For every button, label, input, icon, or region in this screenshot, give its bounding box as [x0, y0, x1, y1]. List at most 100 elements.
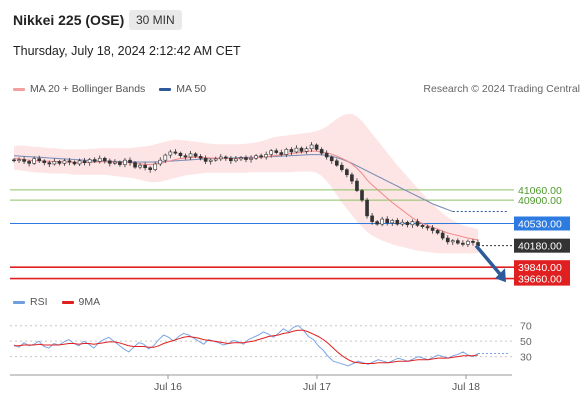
candle [229, 157, 233, 162]
legend-item-rsi: RSI [13, 296, 48, 308]
chart-header: Nikkei 225 (OSE) 30 MIN Thursday, July 1… [0, 0, 588, 70]
candle [188, 153, 193, 158]
candle [213, 158, 218, 161]
candle [385, 218, 390, 224]
candle [123, 159, 127, 165]
candle [329, 156, 334, 162]
legend-label-ma50: MA 50 [176, 83, 207, 95]
candle [128, 159, 132, 164]
candle [203, 157, 208, 162]
candle [294, 147, 299, 153]
candle [92, 159, 97, 162]
candle [102, 157, 107, 162]
candle [304, 148, 309, 152]
candle [345, 169, 349, 176]
candle [42, 160, 47, 164]
candle [415, 221, 420, 226]
ma20-swatch-icon [13, 87, 25, 91]
candle [365, 199, 369, 217]
candle [198, 156, 203, 159]
candle [183, 155, 188, 158]
bollinger-band [14, 113, 478, 254]
instrument-title: Nikkei 225 (OSE) [13, 12, 125, 28]
candle [133, 162, 137, 168]
candle [218, 156, 223, 160]
candle [309, 144, 314, 150]
candle [67, 160, 72, 163]
ma50-swatch-icon [159, 87, 172, 91]
candle [279, 152, 284, 155]
legend-label-9ma: 9MA [78, 296, 101, 308]
candle [430, 227, 435, 231]
candle [27, 161, 31, 164]
price-label-box [514, 271, 570, 286]
rsi-chart: 70 50 30 [10, 321, 532, 367]
candle [440, 232, 445, 239]
candle [395, 220, 400, 225]
candle [108, 160, 112, 164]
forecast-arrow [474, 244, 503, 277]
candle [178, 152, 183, 157]
rsi-tick-label: 30 [520, 352, 532, 364]
price-level-label: 40180.00 [518, 241, 562, 253]
price-level-label: 39660.00 [518, 274, 562, 286]
candle [234, 158, 238, 162]
candle [264, 154, 268, 158]
candle [224, 156, 228, 159]
time-axis: Jul 16 Jul 17 Jul 18 [10, 374, 512, 393]
candle [208, 159, 213, 162]
copyright-text: Research © 2024 Trading Central [423, 83, 580, 95]
candle [334, 160, 339, 166]
candle [450, 240, 455, 243]
candle [72, 161, 77, 165]
candle [57, 161, 62, 164]
ma50-line [13, 153, 453, 213]
rsi-swatch-icon [13, 300, 25, 304]
candle [375, 221, 379, 225]
candle [37, 158, 42, 162]
candle [143, 164, 147, 169]
candle [254, 155, 258, 159]
timestamp: Thursday, July 18, 2024 2:12:42 AM CET [13, 44, 241, 58]
candle [410, 221, 415, 226]
candle [173, 151, 178, 154]
candle [138, 164, 142, 168]
ma9-swatch-icon [61, 300, 74, 304]
candle [324, 152, 329, 158]
candle [163, 154, 168, 161]
candle [350, 174, 354, 182]
candle [284, 149, 289, 155]
price-level-label: 40530.00 [518, 219, 562, 231]
legend-item-9ma: 9MA [61, 296, 101, 308]
candle [239, 157, 243, 160]
rsi-legend: RSI 9MA [13, 296, 100, 308]
candle [113, 161, 117, 164]
candle [425, 226, 430, 229]
price-label-box [514, 260, 570, 275]
candle [380, 218, 384, 225]
candle [52, 161, 57, 165]
candle [193, 153, 198, 157]
candle [461, 242, 465, 245]
price-level-label: 39840.00 [518, 262, 562, 274]
price-label-box [514, 216, 570, 231]
legend-label-rsi: RSI [30, 296, 48, 308]
candle [319, 149, 324, 154]
candle [360, 190, 364, 201]
candle [244, 157, 248, 160]
timeframe-button[interactable]: 30 MIN [129, 10, 182, 30]
rsi-tick-label: 50 [520, 336, 532, 348]
candle [355, 180, 359, 191]
candle [370, 215, 374, 222]
candle [314, 144, 319, 150]
candle [269, 150, 274, 155]
candle [466, 240, 470, 245]
candle [77, 160, 82, 165]
candle [400, 221, 405, 225]
candle [47, 162, 52, 165]
candle [405, 221, 410, 226]
candle [471, 240, 475, 243]
candle [456, 240, 460, 244]
